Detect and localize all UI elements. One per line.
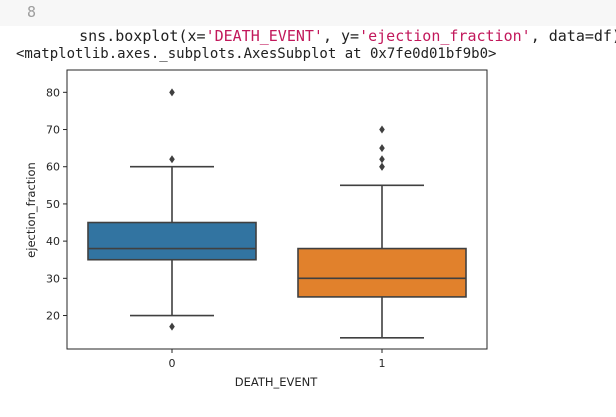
code-token: , y=: [322, 27, 360, 45]
y-tick-label: 50: [46, 198, 60, 211]
y-tick-label: 40: [46, 235, 60, 248]
outlier-point: [379, 125, 385, 134]
code-line[interactable]: sns.boxplot(x='DEATH_EVENT', y='ejection…: [43, 0, 616, 72]
outlier-point: [169, 88, 175, 97]
y-tick-label: 70: [46, 124, 60, 137]
outlier-point: [379, 155, 385, 164]
x-axis-label: DEATH_EVENT: [235, 375, 319, 389]
iqr-box: [297, 247, 467, 298]
iqr-box: [87, 221, 257, 261]
code-string-token: 'ejection_fraction': [359, 27, 531, 45]
box-group-0: [87, 88, 257, 331]
plot-frame: [66, 69, 488, 350]
line-number: 8: [27, 3, 37, 21]
outlier-point: [379, 144, 385, 153]
y-tick-label: 20: [46, 310, 60, 323]
outlier-point: [379, 162, 385, 171]
y-tick-label: 30: [46, 272, 60, 285]
code-string-token: 'DEATH_EVENT': [205, 27, 323, 45]
outlier-point: [169, 155, 175, 164]
box-group-1: [297, 125, 467, 339]
y-tick-label: 60: [46, 161, 60, 174]
x-tick-label: 1: [379, 357, 386, 370]
output-repr: <matplotlib.axes._subplots.AxesSubplot a…: [16, 46, 497, 62]
outlier-point: [169, 322, 175, 331]
code-token: sns.boxplot(x=: [79, 27, 206, 45]
y-axis-label: ejection_fraction: [24, 162, 38, 258]
y-tick-label: 80: [46, 86, 60, 99]
x-tick-label: 0: [169, 357, 176, 370]
code-token: , data=df): [530, 27, 616, 45]
code-cell[interactable]: 8 sns.boxplot(x='DEATH_EVENT', y='ejecti…: [0, 0, 616, 45]
